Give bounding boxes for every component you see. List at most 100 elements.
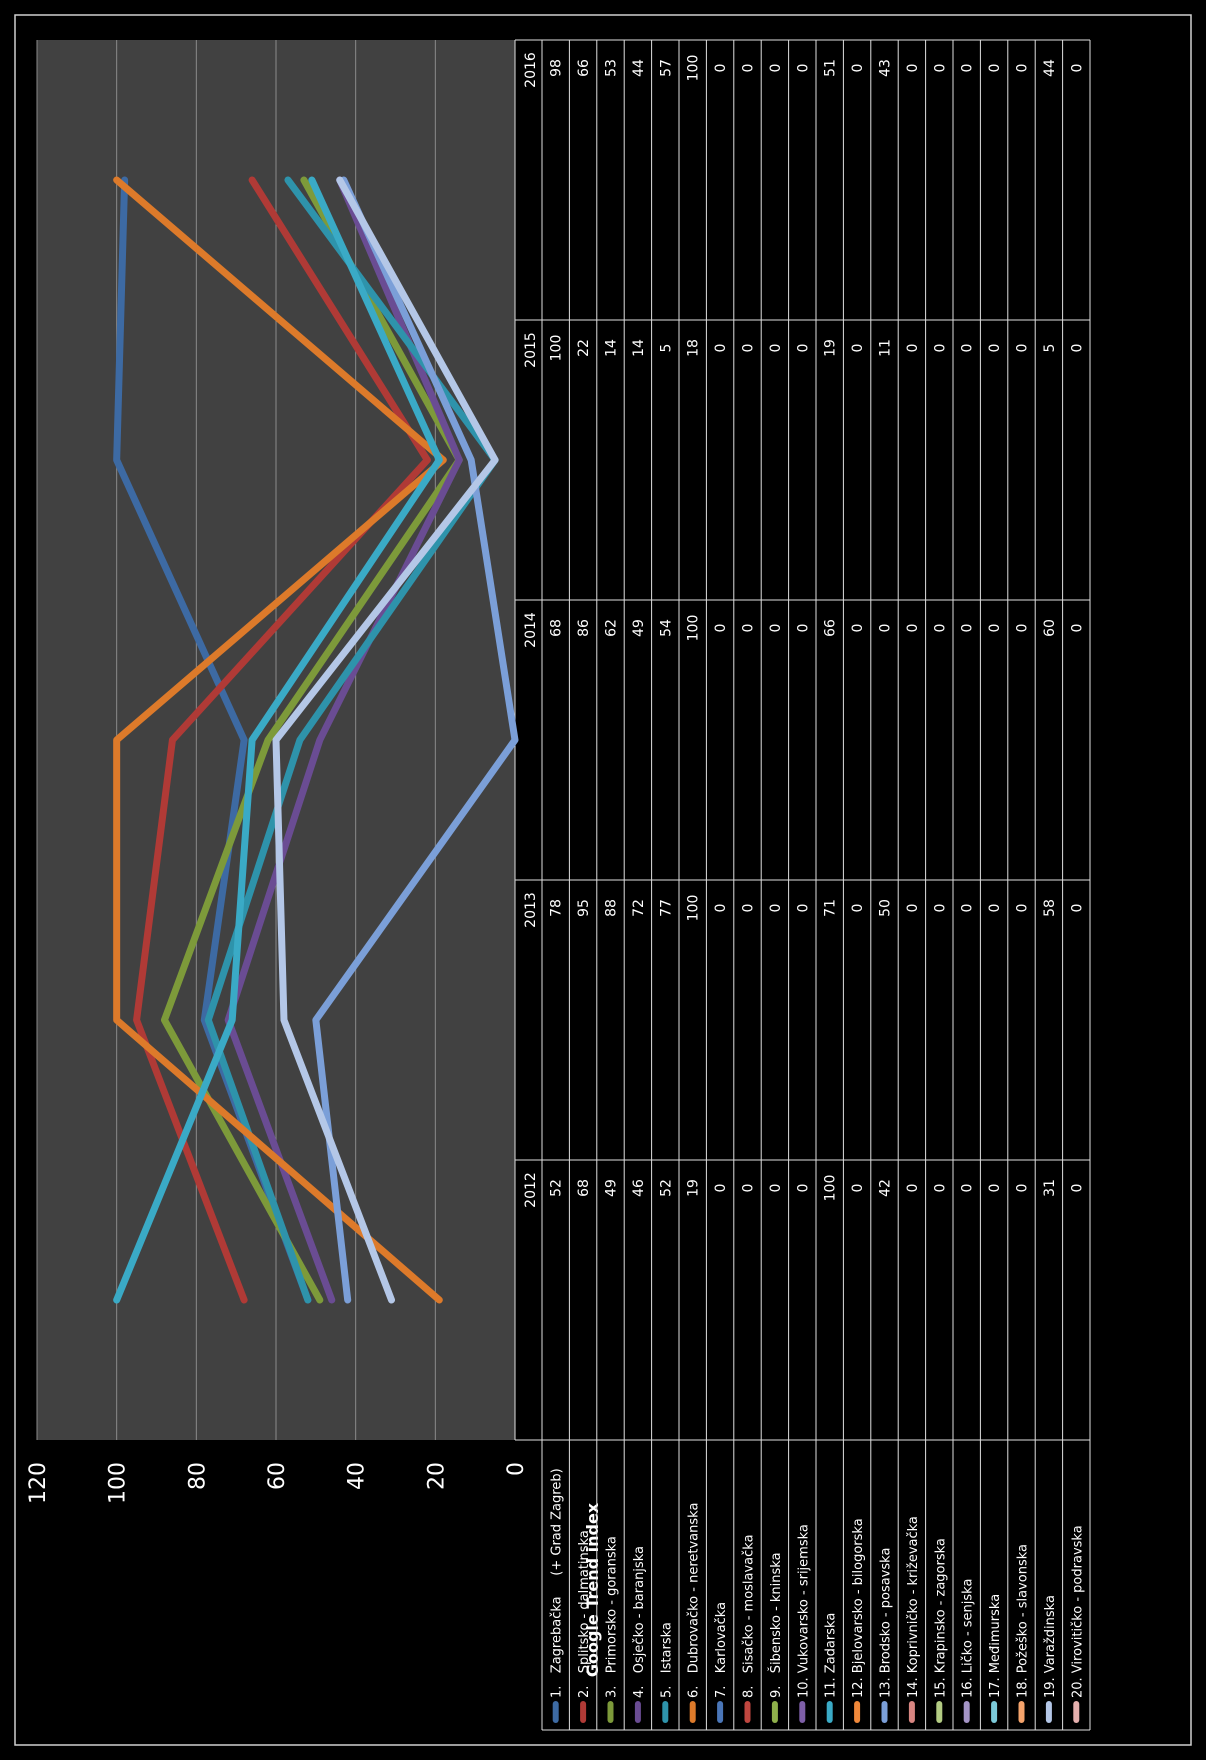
table-value: 0 [1069,904,1085,913]
series-line [272,176,499,1304]
table-value: 0 [768,344,784,353]
table-value: 0 [905,1184,921,1193]
y-tick-label: 0 [504,1462,529,1476]
table-value: 0 [932,344,948,353]
legend-label: 1. Zagrebačka (+ Grad Zagreb) [550,1468,565,1698]
table-value: 51 [823,59,839,77]
x-category-label: 2013 [523,892,539,928]
table-value: 0 [1015,64,1031,73]
table-value: 14 [604,339,620,357]
table-value: 68 [576,1179,592,1197]
table-value: 18 [686,339,702,357]
chart-border [14,14,1192,1746]
table-value: 0 [768,64,784,73]
legend-label: 9. Šibensko - kninska [768,1552,784,1698]
table-value: 0 [960,624,976,633]
table-value: 0 [768,624,784,633]
table-value: 100 [549,335,565,362]
table-value: 0 [713,624,729,633]
legend-label: 11. Zadarska [824,1613,839,1698]
table-value: 0 [713,344,729,353]
table-value: 0 [768,904,784,913]
table-value: 0 [713,904,729,913]
table-value: 88 [604,899,620,917]
table-value: 49 [631,619,647,637]
y-tick-label: 120 [26,1462,51,1504]
table-value: 100 [686,895,702,922]
series-line [312,176,519,1304]
table-value: 0 [795,344,811,353]
legend-label: 10. Vukovarsko - srijemska [796,1524,811,1698]
legend-label: 8. Sisačko - moslavačka [742,1534,757,1698]
table-value: 0 [987,344,1003,353]
table-value: 0 [850,64,866,73]
table-value: 52 [658,1179,674,1197]
table-value: 0 [850,1184,866,1193]
table-value: 0 [1069,64,1085,73]
table-value: 0 [932,904,948,913]
table-value: 0 [795,624,811,633]
table-value: 0 [987,1184,1003,1193]
table-value: 71 [823,899,839,917]
series-line [224,176,463,1304]
y-tick-label: 40 [345,1462,370,1490]
series-line [113,176,447,1304]
table-value: 100 [686,55,702,82]
table-value: 0 [932,1184,948,1193]
table-value: 95 [576,899,592,917]
table-value: 5 [658,344,674,353]
table-value: 0 [741,64,757,73]
table-value: 5 [1042,344,1058,353]
table-value: 66 [576,59,592,77]
table-value: 57 [658,59,674,77]
table-value: 0 [795,1184,811,1193]
x-category-label: 2014 [523,612,539,648]
y-tick-label: 20 [424,1462,449,1490]
legend-label: 13. Brodsko - posavska [879,1548,894,1698]
table-value: 0 [741,1184,757,1193]
table-value: 0 [713,1184,729,1193]
table-value: 53 [604,59,620,77]
table-value: 0 [960,64,976,73]
table-value: 0 [1015,624,1031,633]
legend-label: 4. Osječko - baranjska [632,1546,647,1698]
table-value: 43 [878,59,894,77]
table-value: 11 [878,339,894,357]
legend-label: 5. Istarska [659,1622,674,1698]
table-value: 100 [686,615,702,642]
table-value: 0 [905,344,921,353]
table-value: 0 [960,904,976,913]
legend-label: 17. Međimurska [988,1594,1003,1698]
series-line [133,176,431,1304]
table-value: 22 [576,339,592,357]
legend-label: 20. Virovitičko - podravska [1070,1525,1085,1698]
table-value: 62 [604,619,620,637]
x-category-label: 2015 [523,332,539,368]
series-line [160,176,463,1304]
table-value: 0 [1015,904,1031,913]
table-value: 68 [549,619,565,637]
table-value: 0 [932,624,948,633]
legend-label: 18. Požeško - slavonska [1016,1544,1031,1698]
legend-label: 19. Varaždinska [1043,1595,1058,1698]
legend-label: 2. Splitsko - dalmatinska [577,1530,592,1698]
table-value: 0 [850,344,866,353]
table-value: 19 [823,339,839,357]
table-value: 77 [658,899,674,917]
legend-label: 6. Dubrovačko - neretvanska [687,1503,702,1698]
table-value: 66 [823,619,839,637]
table-value: 98 [549,59,565,77]
table-value: 19 [686,1179,702,1197]
table-value: 0 [713,64,729,73]
table-value: 0 [741,344,757,353]
table-value: 42 [878,1179,894,1197]
table-value: 58 [1042,899,1058,917]
table-value: 0 [795,64,811,73]
x-category-label: 2016 [523,52,539,88]
table-value: 0 [850,624,866,633]
table-value: 72 [631,899,647,917]
table-value: 44 [631,59,647,77]
table-value: 50 [878,899,894,917]
legend-label: 12. Bjelovarsko - bilogorska [851,1518,866,1698]
